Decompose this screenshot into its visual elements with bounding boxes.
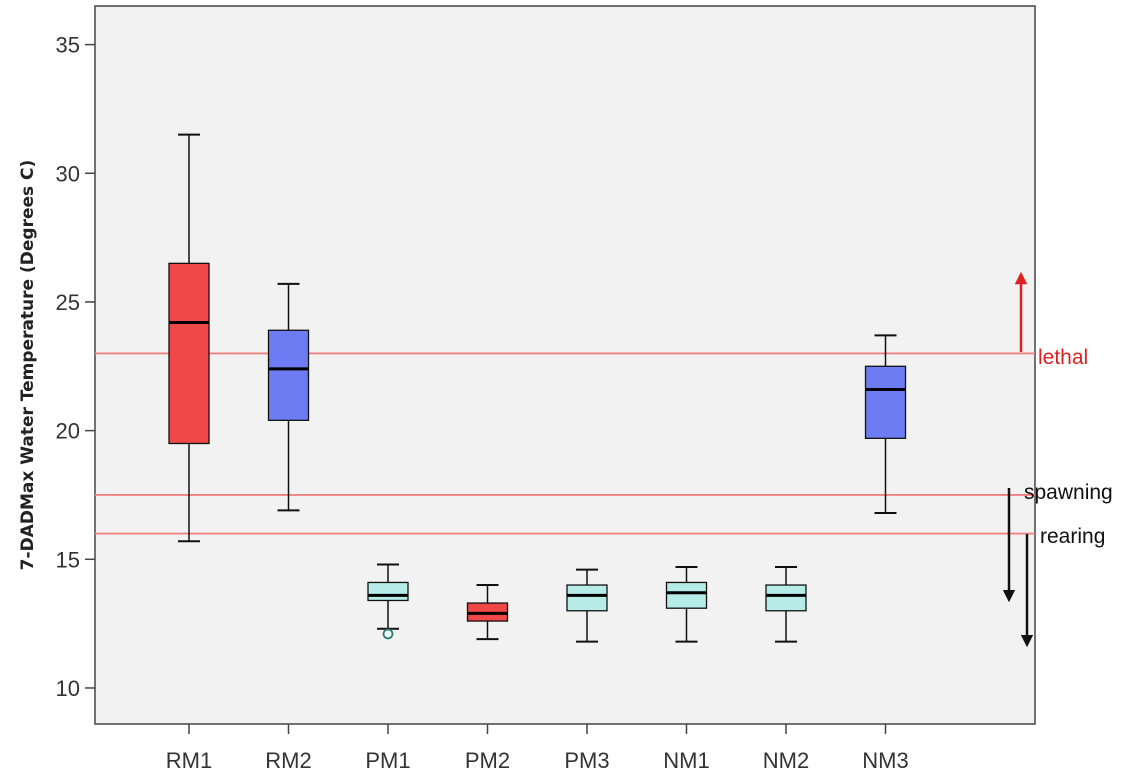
x-tick-label-nm3: NM3 bbox=[862, 748, 908, 773]
annotation-lethal: lethal bbox=[1038, 346, 1088, 369]
box-pm1 bbox=[367, 563, 409, 640]
iqr-box-rm2 bbox=[267, 329, 310, 421]
box-nm1 bbox=[665, 566, 708, 643]
x-tick-label-pm1: PM1 bbox=[365, 748, 410, 773]
y-tick-label-35: 35 bbox=[56, 33, 80, 58]
y-axis: 10 15 20 25 30 35 bbox=[56, 33, 95, 701]
x-tick-label-rm1: RM1 bbox=[166, 748, 212, 773]
iqr-box-pm1 bbox=[367, 581, 409, 602]
y-tick-label-10: 10 bbox=[56, 676, 80, 701]
boxes bbox=[168, 133, 907, 643]
x-tick-label-pm3: PM3 bbox=[564, 748, 609, 773]
annotation-rearing: rearing bbox=[1040, 525, 1105, 548]
iqr-box-rm1 bbox=[168, 262, 210, 445]
box-rm2 bbox=[267, 282, 310, 512]
x-axis: RM1 RM2 PM1 PM2 PM3 NM1 NM2 NM3 bbox=[166, 724, 909, 773]
x-tick-label-pm2: PM2 bbox=[465, 748, 510, 773]
outlier-pm1-0 bbox=[382, 628, 394, 640]
box-nm2 bbox=[765, 566, 807, 643]
box-pm2 bbox=[466, 584, 509, 641]
x-tick-label-nm2: NM2 bbox=[763, 748, 809, 773]
x-tick-label-rm2: RM2 bbox=[265, 748, 311, 773]
y-tick-label-15: 15 bbox=[56, 547, 80, 572]
iqr-box-nm3 bbox=[864, 365, 907, 439]
plot-background bbox=[94, 5, 1036, 725]
y-axis-title: 7-DADMax Water Temperature (Degrees C) bbox=[18, 160, 38, 571]
iqr-box-pm3 bbox=[566, 584, 608, 612]
box-rm1 bbox=[168, 133, 210, 543]
reference-lines bbox=[95, 352, 1035, 535]
y-tick-label-25: 25 bbox=[56, 290, 80, 315]
box-pm3 bbox=[566, 568, 608, 643]
iqr-box-nm1 bbox=[665, 581, 708, 609]
annotations: lethal spawning rearing bbox=[1002, 271, 1113, 648]
iqr-box-nm2 bbox=[765, 584, 807, 612]
y-tick-label-30: 30 bbox=[56, 161, 80, 186]
annotation-spawning: spawning bbox=[1024, 481, 1113, 504]
x-tick-label-nm1: NM1 bbox=[663, 748, 709, 773]
y-tick-label-20: 20 bbox=[56, 419, 80, 444]
box-nm3 bbox=[864, 334, 907, 514]
